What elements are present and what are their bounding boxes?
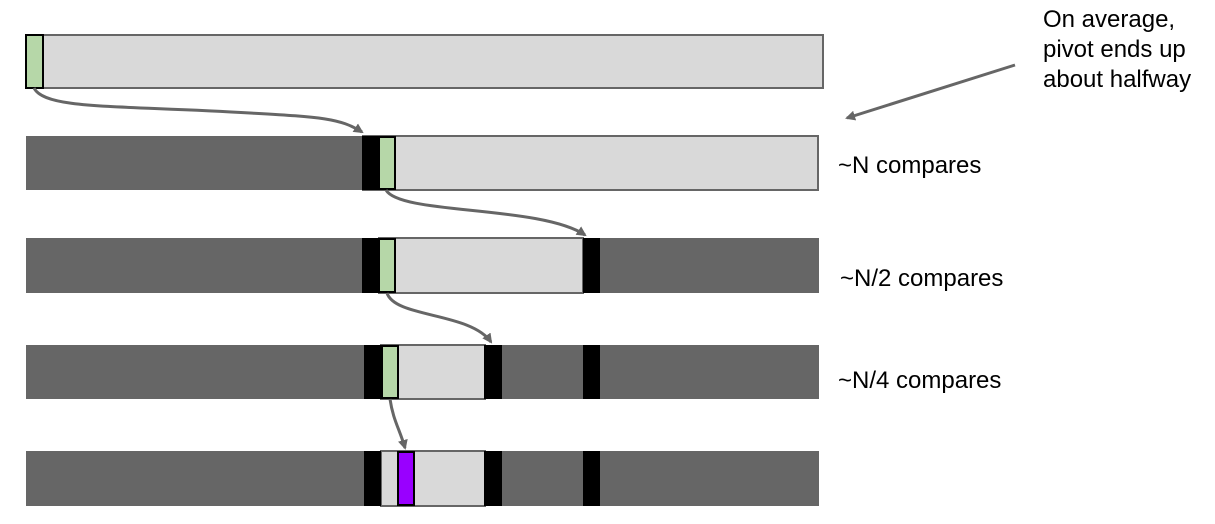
array-row-2 <box>26 135 819 191</box>
array-row-3 <box>26 237 819 294</box>
done-region <box>501 345 819 399</box>
arrow-row2-to-row3 <box>384 189 587 237</box>
arrow-row3-to-row4 <box>385 292 493 344</box>
active-subarray <box>362 135 819 191</box>
arrow-row4-to-row5 <box>388 398 408 450</box>
compare-label-row-4: ~N/4 compares <box>838 367 1002 394</box>
annotation-arrow <box>845 63 1016 121</box>
placed-pivot <box>364 345 381 399</box>
placed-pivot <box>583 451 600 506</box>
array-row-5 <box>26 450 819 507</box>
array-row-1 <box>25 34 824 89</box>
array-row-4 <box>26 344 819 400</box>
placed-pivot <box>362 238 379 293</box>
compare-label-row-2: ~N compares <box>838 152 982 179</box>
placed-pivot <box>484 345 502 399</box>
pivot-element <box>25 34 44 89</box>
annotation-line: about halfway <box>1043 66 1192 93</box>
annotation-note: On average, pivot ends up about halfway <box>1043 5 1191 95</box>
placed-pivot <box>583 345 600 399</box>
final-pivot-element <box>397 451 415 506</box>
annotation-line: On average, <box>1043 6 1176 33</box>
active-subarray <box>25 34 824 89</box>
pivot-move-arrows <box>32 63 1016 450</box>
placed-pivot <box>362 136 379 190</box>
active-subarray <box>380 450 486 507</box>
placed-pivot <box>364 451 381 506</box>
done-region <box>26 345 365 399</box>
done-region <box>26 238 363 293</box>
done-region <box>501 451 819 506</box>
annotation-line: pivot ends up <box>1043 36 1186 63</box>
done-region <box>599 238 819 293</box>
pivot-element <box>378 238 396 293</box>
done-region <box>26 451 365 506</box>
arrow-row1-to-row2 <box>32 87 364 134</box>
pivot-element <box>381 345 399 399</box>
pivot-element <box>378 136 396 190</box>
active-subarray <box>378 237 584 294</box>
compare-label-row-3: ~N/2 compares <box>840 265 1004 292</box>
placed-pivot <box>583 238 600 293</box>
done-region <box>26 136 363 190</box>
placed-pivot <box>484 451 502 506</box>
